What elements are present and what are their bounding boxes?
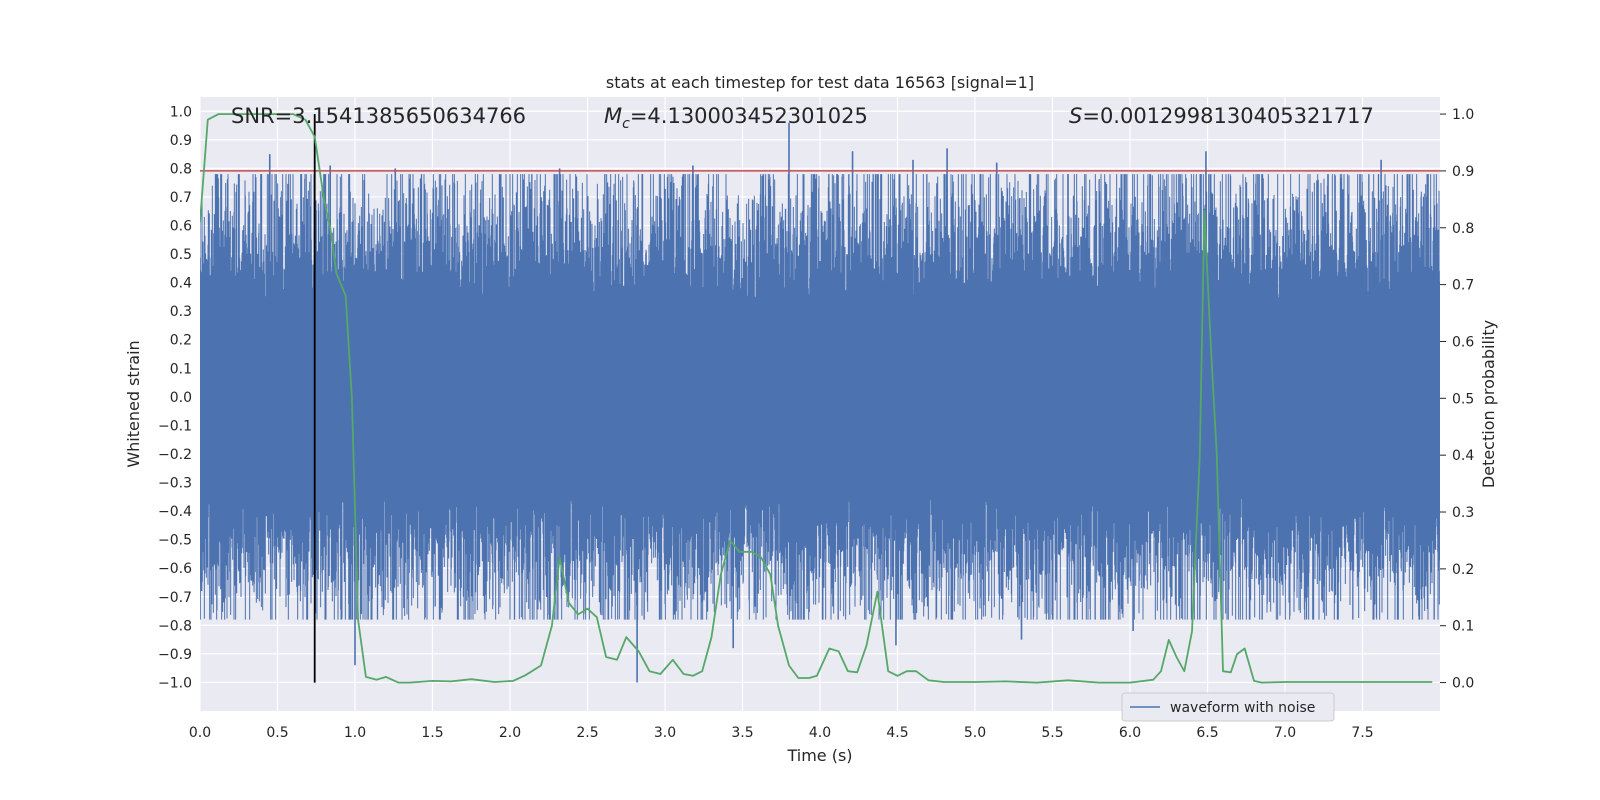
y2-tick-label: 0.6 [1452, 334, 1474, 350]
y2-tick-label: 0.3 [1452, 505, 1474, 521]
x-tick-label: 7.5 [1351, 725, 1373, 741]
y-tick-label: −0.5 [158, 533, 192, 549]
chirp-mass-symbol: M [604, 104, 622, 128]
y-axis-ticks: 1.0 0.9 0.8 0.7 0.6 0.5 0.4 0.3 0.2 0.1 0.0 −0.1 −0.… [158, 104, 192, 691]
x-tick-label: 4.5 [886, 725, 908, 741]
x-tick-label: 5.0 [964, 725, 986, 741]
y-tick-label: −0.7 [158, 590, 192, 606]
y-tick-label: −1.0 [158, 675, 192, 691]
y-tick-label: 0.6 [170, 219, 192, 235]
x-tick-label: 6.5 [1196, 725, 1218, 741]
x-tick-label: 3.0 [654, 725, 676, 741]
y-tick-label: 0.8 [170, 161, 192, 177]
y2-tick-label: 0.8 [1452, 221, 1474, 237]
y-tick-label: 0.2 [170, 333, 192, 349]
detection-probability-line [200, 113, 1433, 684]
x-tick-label: 3.5 [731, 725, 753, 741]
x-tick-label: 0.0 [189, 725, 211, 741]
chirp-mass-subscript: c [622, 116, 630, 132]
x-tick-label: 2.5 [576, 725, 598, 741]
x-tick-label: 0.5 [266, 725, 288, 741]
s-symbol: S [1069, 104, 1082, 128]
y2-tick-label: 0.5 [1452, 391, 1474, 407]
y-tick-label: −0.8 [158, 618, 192, 634]
y2-tick-label: 0.2 [1452, 562, 1474, 578]
y2-axis-ticks: 1.0 0.9 0.8 0.7 0.6 0.5 0.4 0.3 0.2 0.1 0.0 [1440, 107, 1474, 692]
x-tick-label: 1.0 [344, 725, 366, 741]
y-axis-label: Whitened strain [124, 340, 143, 467]
y-tick-label: 0.3 [170, 304, 192, 320]
chirp-mass-value: =4.130003452301025 [630, 104, 868, 128]
y2-tick-label: 0.9 [1452, 164, 1474, 180]
waveform-noise-path [200, 174, 1440, 620]
y-tick-label: 0.0 [170, 390, 192, 406]
y-tick-label: 0.5 [170, 247, 192, 263]
x-axis-ticks: 0.0 0.5 1.0 1.5 2.0 2.5 3.0 3.5 4.0 4.5 5.0 5.5 6.0 6… [189, 725, 1374, 741]
y-tick-label: −0.9 [158, 647, 192, 663]
x-axis-label: Time (s) [786, 746, 852, 765]
x-tick-label: 1.5 [421, 725, 443, 741]
y-tick-label: 0.4 [170, 276, 192, 292]
x-tick-label: 5.5 [1041, 725, 1063, 741]
y-tick-label: 1.0 [170, 104, 192, 120]
x-tick-label: 7.0 [1274, 725, 1296, 741]
x-tick-label: 2.0 [499, 725, 521, 741]
y-tick-label: −0.6 [158, 561, 192, 577]
y2-tick-label: 0.4 [1452, 448, 1474, 464]
y2-axis-label: Detection probability [1479, 320, 1498, 488]
legend: waveform with noise [1121, 692, 1335, 722]
snr-annotation: SNR=3.1541385650634766 [231, 104, 526, 128]
probability-series [200, 113, 1440, 684]
x-tick-label: 6.0 [1119, 725, 1141, 741]
y2-tick-label: 0.7 [1452, 278, 1474, 294]
y-tick-label: −0.1 [158, 418, 192, 434]
legend-label: waveform with noise [1170, 700, 1315, 716]
plot-marks [200, 113, 1440, 684]
y-tick-label: −0.3 [158, 476, 192, 492]
y2-tick-label: 1.0 [1452, 107, 1474, 123]
y-tick-label: −0.4 [158, 504, 192, 520]
y2-tick-label: 0.1 [1452, 619, 1474, 635]
y-tick-label: 0.1 [170, 361, 192, 377]
chirp-mass-annotation: Mc=4.130003452301025 [604, 104, 868, 132]
chart-title: stats at each timestep for test data 165… [606, 73, 1034, 92]
legend-box [1121, 692, 1335, 722]
s-annotation: S=0.0012998130405321717 [1069, 104, 1374, 128]
y-tick-label: 0.9 [170, 133, 192, 149]
y-tick-label: 0.7 [170, 190, 192, 206]
y2-tick-label: 0.0 [1452, 676, 1474, 692]
y-tick-label: −0.2 [158, 447, 192, 463]
x-tick-label: 4.0 [809, 725, 831, 741]
s-value: =0.0012998130405321717 [1082, 104, 1374, 128]
